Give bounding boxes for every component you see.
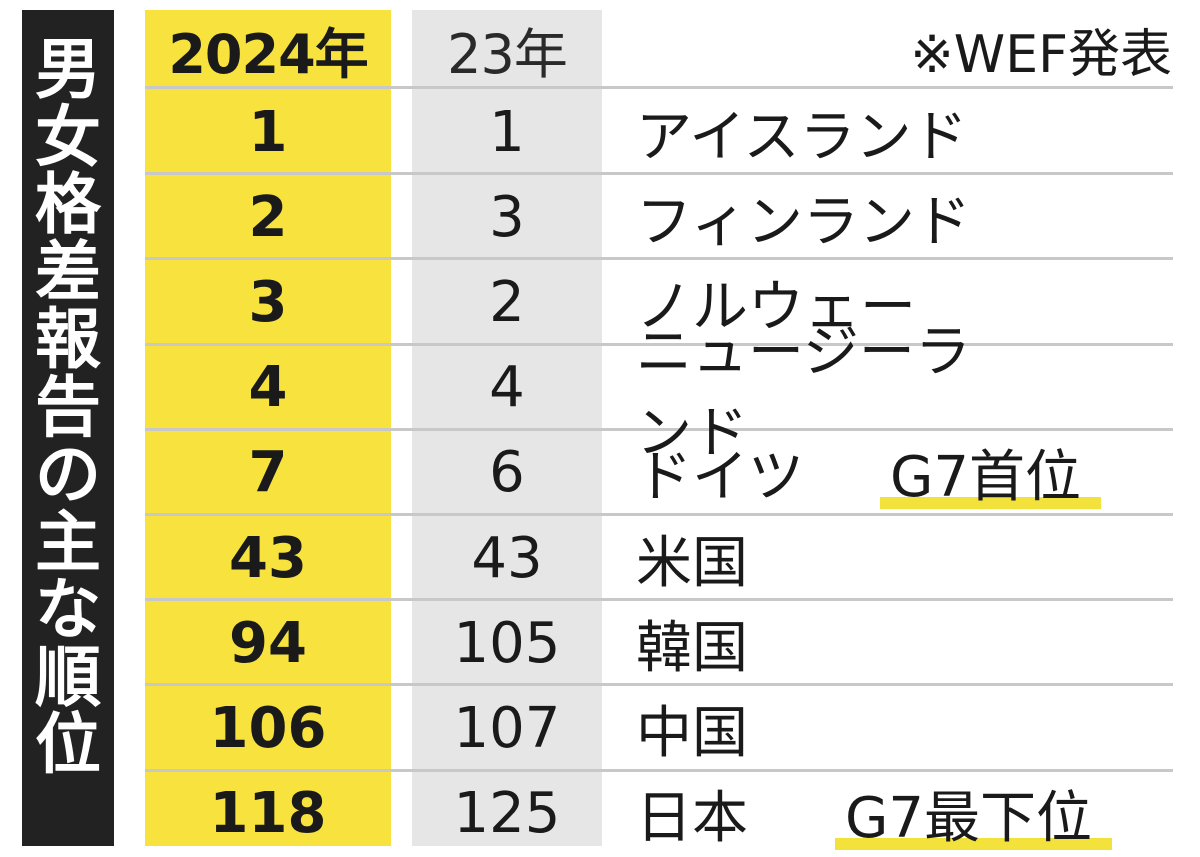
rank-23: 43 bbox=[471, 525, 543, 591]
table-row: 118 125 日本 G7最下位 bbox=[0, 771, 1200, 857]
note-text: G7最下位 bbox=[845, 786, 1093, 852]
country-name: フィンランド bbox=[636, 189, 971, 255]
rank-2024: 2 bbox=[248, 184, 288, 250]
title-char: 報 bbox=[35, 301, 101, 378]
country-name: アイスランド bbox=[636, 104, 968, 170]
country-name: 韓国 bbox=[636, 615, 748, 681]
highlight-underline bbox=[835, 838, 1113, 851]
country-name: 日本 bbox=[636, 786, 748, 852]
rank-23: 2 bbox=[489, 269, 525, 335]
table-row: 1 1 アイスランド bbox=[0, 89, 1200, 175]
row-separator bbox=[145, 172, 1173, 176]
rank-23: 125 bbox=[453, 781, 561, 847]
row-separator bbox=[145, 513, 1173, 516]
rank-2024: 106 bbox=[209, 695, 327, 761]
rank-2024: 43 bbox=[229, 525, 307, 591]
rank-2024: 7 bbox=[248, 440, 288, 506]
row-separator bbox=[145, 427, 1173, 431]
country-name: ニュージーランド bbox=[636, 319, 971, 466]
title-char: 順 bbox=[35, 638, 101, 716]
highlighted-note: G7首位 bbox=[880, 432, 1102, 513]
country-name: 米国 bbox=[636, 530, 748, 596]
rank-2024: 3 bbox=[248, 269, 288, 335]
row-separator bbox=[145, 86, 1173, 89]
country-name: 中国 bbox=[636, 700, 748, 766]
rank-23: 105 bbox=[453, 610, 561, 676]
country-name: ドイツ bbox=[636, 445, 804, 511]
title-char: 告 bbox=[35, 368, 101, 446]
table-row: 4 4 ニュージーランド bbox=[0, 319, 1200, 466]
highlighted-note: G7最下位 bbox=[835, 773, 1113, 854]
row-separator bbox=[145, 768, 1173, 772]
title-char: 差 bbox=[35, 233, 101, 311]
table-row: 106 107 中国 bbox=[0, 685, 1200, 771]
rank-23: 107 bbox=[453, 695, 561, 761]
row-separator bbox=[145, 342, 1173, 346]
table-row: 43 43 米国 bbox=[0, 515, 1200, 601]
title-char: 男 bbox=[35, 31, 101, 108]
title-char: 女 bbox=[35, 98, 101, 176]
rank-2024: 4 bbox=[248, 355, 288, 421]
rank-23: 4 bbox=[489, 355, 525, 421]
g7-note: G7首位 bbox=[880, 430, 1102, 516]
row-separator bbox=[145, 257, 1173, 261]
title-char: の bbox=[35, 436, 101, 513]
note-text: G7首位 bbox=[890, 445, 1082, 511]
title-char: 格 bbox=[35, 166, 101, 243]
table-row: 2 3 フィンランド bbox=[0, 174, 1200, 260]
table-row: 94 105 韓国 bbox=[0, 600, 1200, 686]
g7-note: G7最下位 bbox=[835, 771, 1113, 857]
table-row: 7 6 ドイツ G7首位 bbox=[0, 430, 1200, 516]
rank-23: 6 bbox=[489, 440, 525, 506]
rank-23: 3 bbox=[489, 184, 525, 250]
country-name: ノルウェー bbox=[636, 274, 916, 340]
row-separator bbox=[145, 598, 1173, 602]
title-char: 主 bbox=[35, 503, 101, 581]
header-23: 23年 bbox=[447, 22, 568, 86]
rank-23: 1 bbox=[489, 99, 525, 165]
rank-2024: 118 bbox=[209, 781, 327, 847]
source-note: ※WEF発表 bbox=[910, 24, 1172, 85]
table-row: 3 2 ノルウェー bbox=[0, 259, 1200, 345]
header-2024: 2024年 bbox=[168, 22, 368, 86]
row-separator bbox=[145, 683, 1173, 687]
title-char: 位 bbox=[35, 706, 101, 783]
rank-2024: 94 bbox=[229, 610, 307, 676]
vertical-title: 男 女 格 差 報 告 の 主 な 順 位 bbox=[22, 10, 114, 846]
rank-2024: 1 bbox=[248, 99, 288, 165]
title-char: な bbox=[35, 571, 101, 648]
highlight-underline bbox=[880, 497, 1102, 510]
